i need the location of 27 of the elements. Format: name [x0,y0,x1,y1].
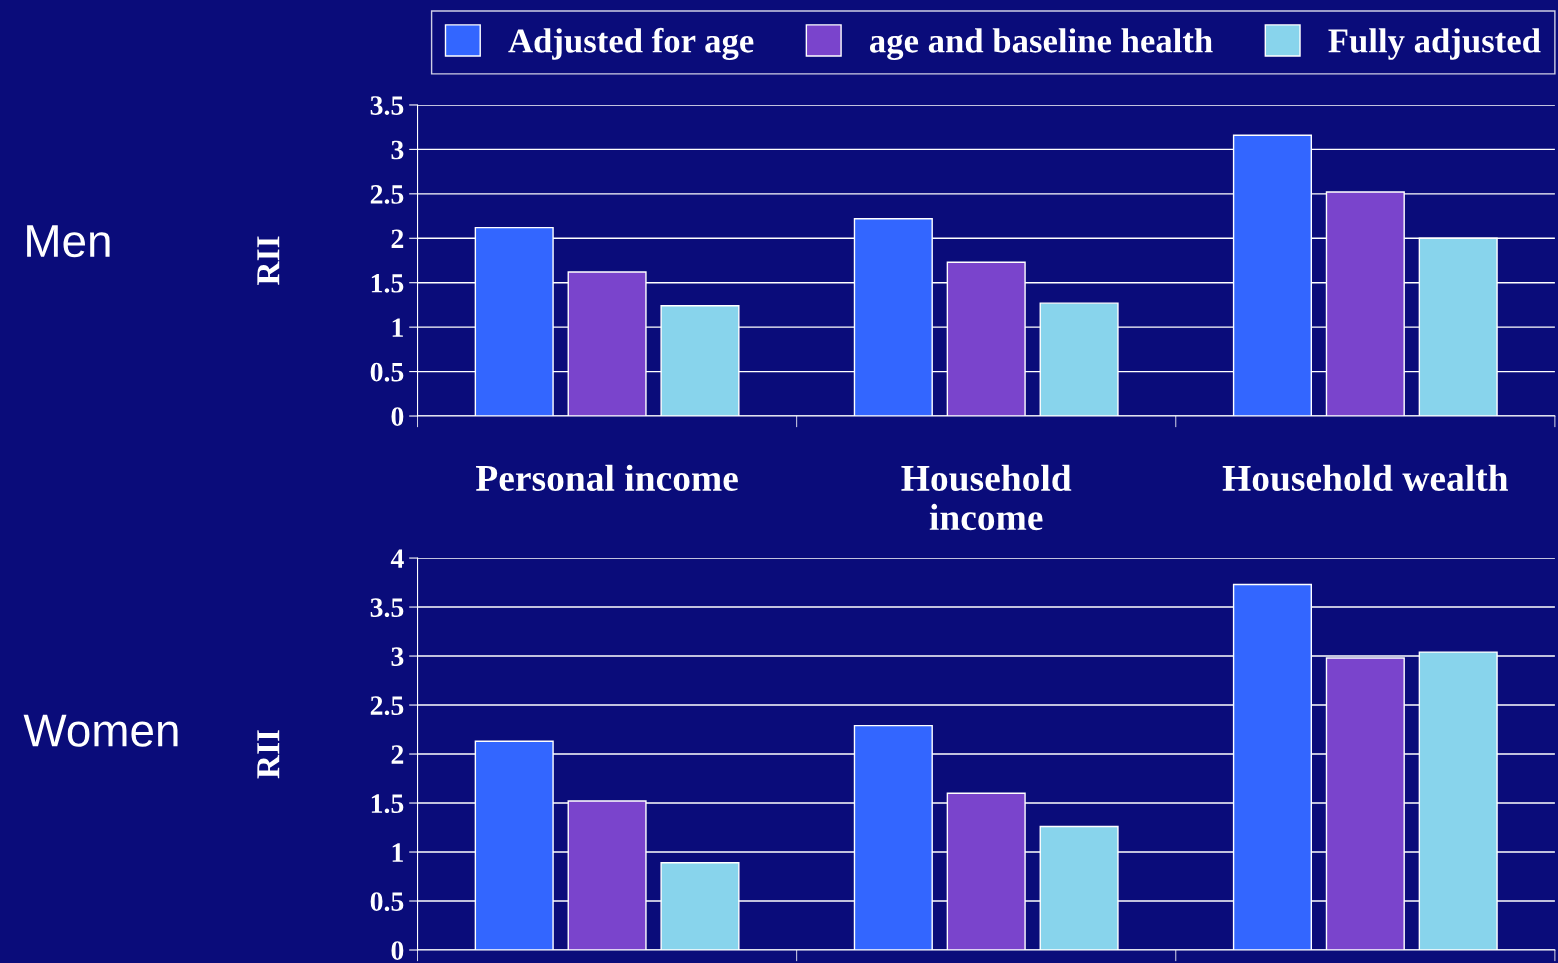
y-tick-label: 3.5 [370,598,404,618]
text: Men [27,225,110,258]
y-tick-label: 2.5 [370,696,404,716]
y-tick-label: 3 [391,647,404,666]
y-tick-label: 2.5 [370,185,404,204]
y-axis-title: RII [257,730,280,779]
x-tick-label: Personal income [475,464,738,492]
y-tick-label: 3.5 [370,96,404,115]
y-tick-label: 3 [391,140,404,160]
y-tick-label: 1 [392,318,403,337]
y-tick-label: 0 [391,407,404,426]
legend-label: Adjusted for age [508,27,754,60]
x-tick-label: Household income [901,464,1072,531]
y-tick-label: 0 [391,941,404,960]
y-tick-label: 2 [391,229,404,248]
legend-label: Fully adjusted [1328,28,1541,60]
y-tick-label: 0.5 [370,362,404,382]
y-tick-label: 4 [390,549,404,568]
y-tick-label: 1.5 [371,274,404,293]
y-axis-title: RII [257,236,280,285]
x-tick-label: Household wealth [1222,464,1509,492]
text: Women [23,714,178,747]
y-tick-label: 1.5 [371,794,404,814]
y-tick-label: 0.5 [370,892,404,912]
y-tick-label: 1 [392,843,403,862]
y-tick-label: 2 [391,745,404,764]
legend-label: age and baseline health [869,28,1213,60]
